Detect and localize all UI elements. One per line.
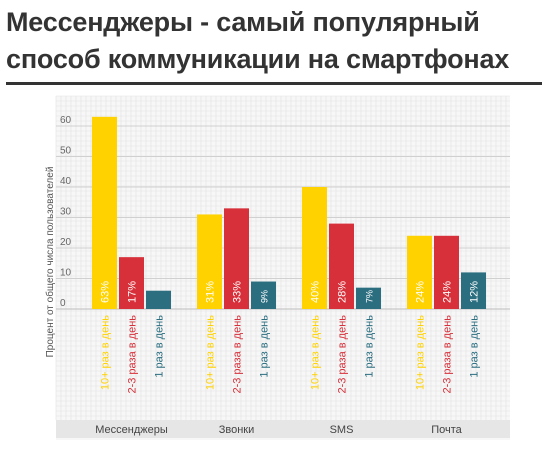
bar-value-label: 17%: [127, 281, 139, 303]
bar: [92, 116, 117, 309]
series-label: 2-3 раза в день: [232, 315, 244, 394]
bar: [407, 235, 432, 309]
category-label: Почта: [431, 424, 462, 436]
bar: [251, 281, 276, 309]
y-tick-label: 10: [60, 268, 72, 279]
bar: [356, 287, 381, 309]
y-tick-label: 20: [60, 237, 72, 248]
series-label: 2-3 раза в день: [337, 315, 349, 394]
bar-value-label: 7%: [365, 290, 375, 303]
category-label: Звонки: [219, 424, 255, 436]
series-label: 10+ раз в день: [415, 315, 427, 390]
y-tick-label: 60: [60, 115, 72, 126]
series-label: 10+ раз в день: [100, 315, 112, 390]
bar-value-label: 12%: [469, 281, 481, 303]
series-label: 10+ раз в день: [205, 315, 217, 390]
category-band: [56, 420, 510, 438]
bar: [197, 214, 222, 309]
bar-value-label: 24%: [415, 281, 427, 303]
category-label: Мессенджеры: [95, 424, 168, 436]
chart-title: Мессенджеры - самый популярный способ ко…: [6, 4, 546, 78]
y-axis-label: Процент от общего числа пользователей: [44, 167, 56, 358]
series-label: 1 раз в день: [154, 315, 166, 378]
bar-value-label: 24%: [442, 281, 454, 303]
series-label: 1 раз в день: [469, 315, 481, 378]
bar-value-label: 33%: [232, 281, 244, 303]
bar-value-label: 63%: [100, 281, 112, 303]
chart-title-line-1: Мессенджеры - самый популярный: [6, 7, 480, 37]
chart-title-line-2: способ коммуникации на смартфонах: [6, 44, 510, 74]
y-tick-label: 0: [60, 298, 66, 309]
bar-value-label: 40%: [310, 281, 322, 303]
bar: [329, 223, 354, 309]
bar: [224, 208, 249, 309]
series-label: 1 раз в день: [259, 315, 271, 378]
y-tick-label: 30: [60, 207, 72, 218]
bar-value-label: 9%: [260, 290, 270, 303]
bar-value-label: 28%: [337, 281, 349, 303]
series-label: 10+ раз в день: [310, 315, 322, 390]
bar: [434, 235, 459, 309]
bar-value-label: 31%: [205, 281, 217, 303]
y-tick-label: 50: [60, 146, 72, 157]
bar: [302, 187, 327, 309]
series-label: 1 раз в день: [364, 315, 376, 378]
category-label: SMS: [330, 424, 354, 436]
y-tick-label: 40: [60, 176, 72, 187]
title-divider: [6, 82, 542, 85]
bar: [119, 257, 144, 309]
bar: [146, 290, 171, 309]
bar: [461, 272, 486, 309]
series-label: 2-3 раза в день: [127, 315, 139, 394]
series-label: 2-3 раза в день: [442, 315, 454, 394]
